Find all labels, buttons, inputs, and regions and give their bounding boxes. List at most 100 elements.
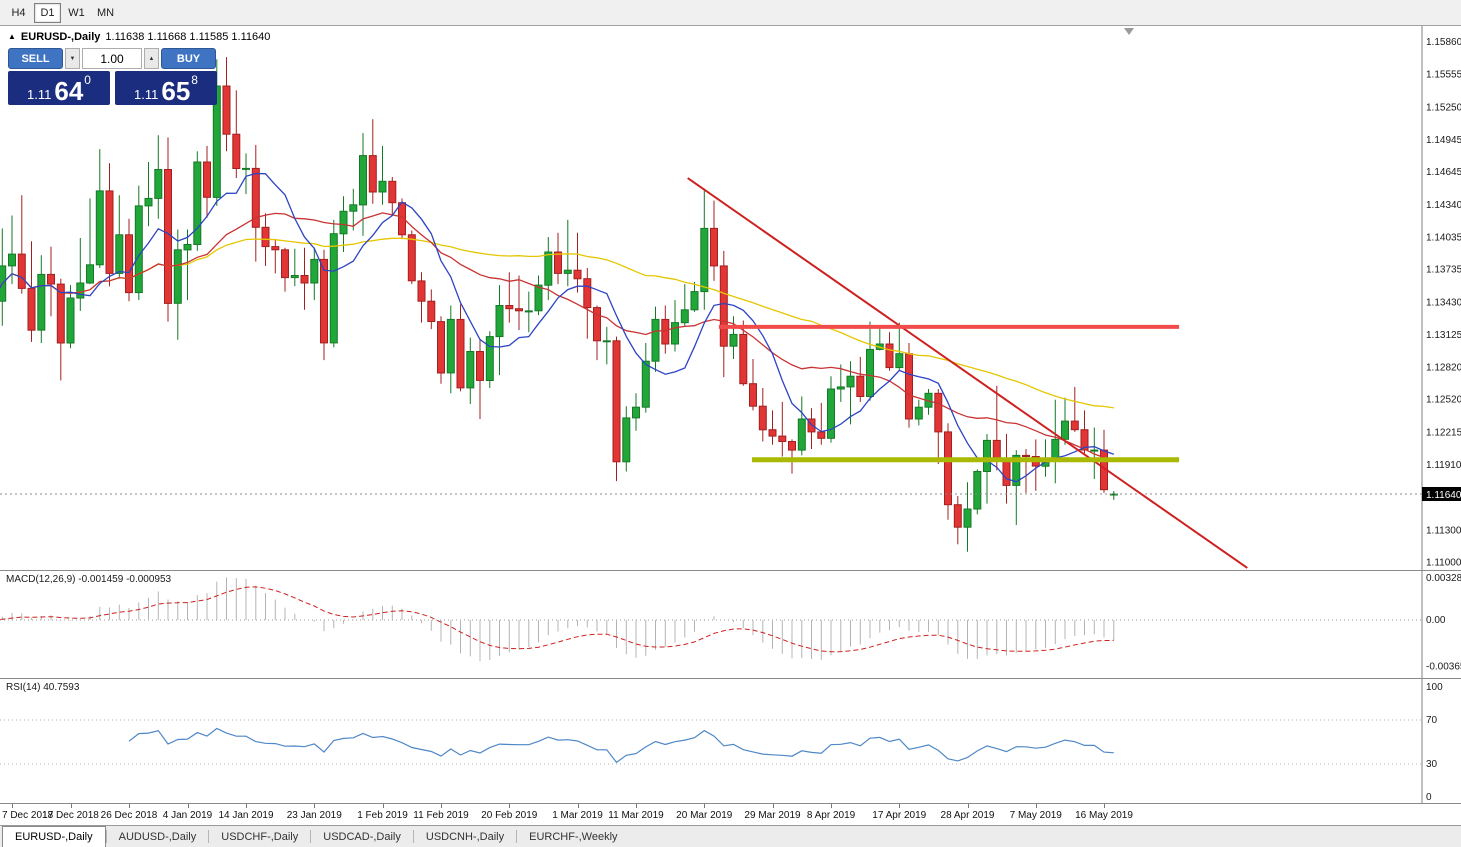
date-label: 20 Mar 2019 bbox=[676, 810, 733, 821]
timeframe-button-mn[interactable]: MN bbox=[92, 3, 119, 23]
macd-chart[interactable]: 0.003287 0.00 -0.003659 bbox=[0, 571, 1461, 678]
date-label: 26 Dec 2018 bbox=[100, 810, 158, 821]
timeframe-button-d1[interactable]: D1 bbox=[34, 2, 61, 23]
date-label: 1 Mar 2019 bbox=[552, 810, 603, 821]
svg-text:1.11300: 1.11300 bbox=[1426, 525, 1461, 536]
svg-text:1.12215: 1.12215 bbox=[1426, 427, 1461, 438]
rsi-panel[interactable]: 100 70 30 0 RSI(14) 40.7593 bbox=[0, 678, 1461, 803]
sell-price-pips: 64 bbox=[54, 76, 84, 107]
svg-text:0: 0 bbox=[1426, 792, 1432, 803]
date-tick bbox=[704, 804, 706, 808]
tab-divider bbox=[208, 830, 210, 843]
macd-label: MACD(12,26,9) -0.001459 -0.000953 bbox=[6, 574, 172, 585]
svg-text:1.11910: 1.11910 bbox=[1426, 460, 1461, 471]
price-chart-panel[interactable]: 1.15860 1.15555 1.15250 1.14945 1.14645 1.143… bbox=[0, 26, 1461, 570]
descending-trendline bbox=[687, 177, 1248, 569]
chart-title: ▲ EURUSD-,Daily 1.11638 1.11668 1.11585 … bbox=[8, 31, 270, 43]
date-tick bbox=[187, 804, 189, 808]
date-tick bbox=[12, 804, 13, 808]
date-label: 11 Feb 2019 bbox=[413, 810, 469, 821]
buy-price-whole: 1.11 bbox=[134, 86, 159, 102]
date-label: 4 Jan 2019 bbox=[162, 810, 213, 821]
svg-text:30: 30 bbox=[1426, 759, 1438, 770]
current-price-tag: 1.11640 bbox=[1422, 487, 1461, 501]
chart-tab-eurchf-weekly[interactable]: EURCHF-,Weekly bbox=[529, 830, 618, 843]
trade-controls-row: SELL ▼ 1.00 ▲ BUY bbox=[8, 48, 217, 69]
date-label: 29 Mar 2019 bbox=[744, 810, 801, 821]
tab-divider bbox=[105, 830, 107, 843]
rsi-chart[interactable]: 100 70 30 0 bbox=[0, 679, 1461, 803]
buy-price-pips: 65 bbox=[161, 76, 191, 107]
date-tick bbox=[509, 804, 511, 808]
date-label: 8 Apr 2019 bbox=[806, 810, 856, 821]
svg-text:0.00: 0.00 bbox=[1426, 615, 1446, 626]
svg-text:1.13430: 1.13430 bbox=[1426, 297, 1461, 308]
volume-input[interactable]: 1.00 bbox=[82, 48, 142, 69]
macd-panel[interactable]: 0.003287 0.00 -0.003659 MACD(12,26,9) -0.0… bbox=[0, 570, 1461, 678]
chart-tab-usdchf-daily[interactable]: USDCHF-,Daily bbox=[221, 830, 299, 843]
svg-text:1.11000: 1.11000 bbox=[1426, 558, 1461, 569]
tab-divider bbox=[516, 830, 518, 843]
tab-divider bbox=[310, 830, 312, 843]
date-label: 7 May 2019 bbox=[1009, 810, 1062, 821]
date-tick bbox=[899, 804, 901, 808]
chart-tabs-bar: EURUSD-,Daily AUDUSD-,Daily USDCHF-,Daily U… bbox=[0, 825, 1461, 847]
rsi-line bbox=[128, 727, 1114, 764]
sell-price[interactable]: 1.11 64 0 bbox=[8, 71, 110, 105]
date-tick bbox=[314, 804, 316, 808]
rsi-label: RSI(14) 40.7593 bbox=[6, 682, 80, 693]
date-tick bbox=[441, 804, 442, 808]
volume-decrease-button[interactable]: ▼ bbox=[65, 48, 80, 69]
svg-text:1.12820: 1.12820 bbox=[1426, 363, 1461, 374]
svg-text:1.14340: 1.14340 bbox=[1426, 200, 1461, 211]
date-tick bbox=[1035, 804, 1037, 808]
date-label: 16 May 2019 bbox=[1075, 810, 1133, 821]
timeframe-button-h4[interactable]: H4 bbox=[5, 3, 32, 23]
trade-prices-row: 1.11 64 0 1.11 65 8 bbox=[8, 71, 217, 105]
buy-button[interactable]: BUY bbox=[161, 48, 216, 69]
date-label: 1 Feb 2019 bbox=[357, 810, 408, 821]
buy-price-pipette: 8 bbox=[191, 73, 198, 87]
sell-button[interactable]: SELL bbox=[8, 48, 63, 69]
date-tick bbox=[129, 804, 130, 808]
date-label: 14 Jan 2019 bbox=[218, 810, 274, 821]
moving-average-8 bbox=[0, 172, 1115, 483]
volume-increase-button[interactable]: ▲ bbox=[144, 48, 159, 69]
sell-price-whole: 1.11 bbox=[27, 86, 52, 102]
candlestick-series bbox=[0, 57, 1118, 552]
date-tick bbox=[382, 804, 384, 808]
one-click-trading-panel: SELL ▼ 1.00 ▲ BUY 1.11 64 0 1.11 65 8 bbox=[8, 48, 217, 105]
one-click-panel-toggle-icon[interactable]: ▲ bbox=[8, 32, 16, 41]
svg-text:1.11640: 1.11640 bbox=[1426, 490, 1461, 501]
tab-divider bbox=[412, 830, 414, 843]
svg-text:1.15555: 1.15555 bbox=[1426, 70, 1461, 81]
date-label: 23 Jan 2019 bbox=[286, 810, 342, 821]
price-chart[interactable]: 1.15860 1.15555 1.15250 1.14945 1.14645 1.143… bbox=[0, 26, 1461, 570]
chart-tab-usdcad-daily[interactable]: USDCAD-,Daily bbox=[323, 830, 401, 843]
svg-text:100: 100 bbox=[1426, 682, 1443, 693]
svg-text:1.15860: 1.15860 bbox=[1426, 37, 1461, 48]
date-tick bbox=[70, 804, 72, 808]
chart-tab-usdcnh-daily[interactable]: USDCNH-,Daily bbox=[425, 830, 505, 843]
svg-text:1.14645: 1.14645 bbox=[1426, 167, 1461, 178]
sell-price-pipette: 0 bbox=[84, 73, 91, 87]
buy-price[interactable]: 1.11 65 8 bbox=[115, 71, 217, 105]
chart-tab-audusd-daily[interactable]: AUDUSD-,Daily bbox=[118, 830, 197, 843]
timeframe-button-w1[interactable]: W1 bbox=[63, 3, 90, 23]
chart-tab-eurusd-daily[interactable]: EURUSD-,Daily bbox=[2, 826, 106, 847]
date-tick bbox=[831, 804, 832, 808]
moving-average-20 bbox=[0, 212, 1115, 463]
timeframe-toolbar: H4 D1 W1 MN bbox=[0, 0, 1461, 26]
chart-shift-marker-icon[interactable] bbox=[1124, 28, 1134, 35]
date-tick bbox=[967, 804, 969, 808]
price-scale[interactable] bbox=[1422, 26, 1461, 570]
svg-text:1.13125: 1.13125 bbox=[1426, 330, 1461, 341]
date-label: 20 Feb 2019 bbox=[481, 810, 538, 821]
macd-signal-line bbox=[0, 586, 1114, 653]
svg-text:1.14035: 1.14035 bbox=[1426, 233, 1461, 244]
time-scale[interactable]: 7 Dec 2018 17 Dec 2018 26 Dec 2018 4 Jan 20… bbox=[0, 803, 1461, 825]
svg-text:0.003287: 0.003287 bbox=[1426, 573, 1461, 584]
svg-text:1.12520: 1.12520 bbox=[1426, 395, 1461, 406]
chart-ohlc-values: 1.11638 1.11668 1.11585 1.11640 bbox=[105, 31, 271, 43]
